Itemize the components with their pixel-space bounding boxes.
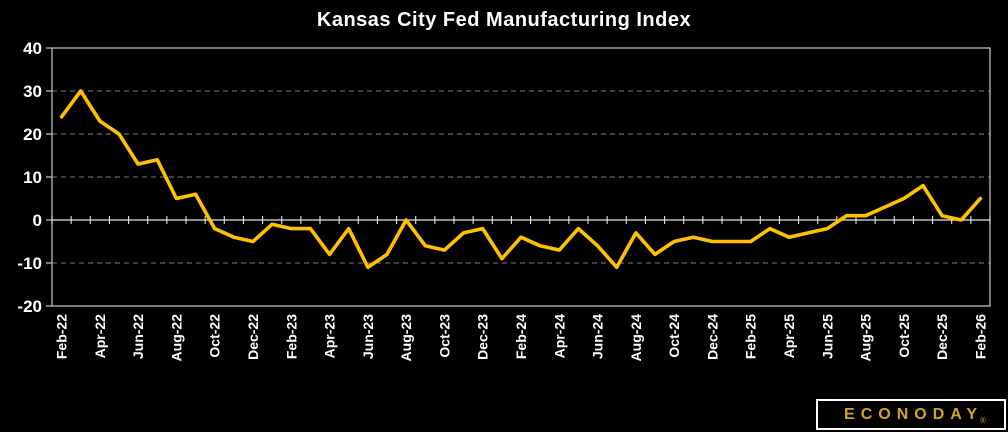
x-axis-label: Dec-24	[704, 314, 720, 360]
x-axis-label: Aug-25	[858, 314, 874, 362]
x-axis-label: Feb-23	[283, 314, 299, 359]
logo-text: ECONODAY	[844, 405, 984, 423]
y-axis-label: 30	[23, 82, 42, 101]
y-axis-label: 20	[23, 125, 42, 144]
x-axis-label: Jun-25	[819, 314, 835, 359]
econoday-logo: ECONODAY ®	[816, 399, 1006, 430]
x-axis-label: Oct-24	[666, 314, 682, 358]
x-axis-label: Apr-25	[781, 314, 797, 359]
x-axis-label: Jun-22	[130, 314, 146, 359]
chart-title: Kansas City Fed Manufacturing Index	[316, 9, 692, 31]
x-axis-label: Oct-23	[436, 314, 452, 358]
x-axis-label: Jun-23	[360, 314, 376, 359]
x-axis-label: Feb-22	[54, 314, 70, 359]
x-axis-label: Dec-25	[934, 314, 950, 360]
data-line-series	[59, 89, 983, 270]
y-axis-label: 10	[23, 168, 42, 187]
y-axis-label: 0	[33, 211, 42, 230]
registered-trademark-icon: ®	[980, 416, 986, 425]
x-axis-label: Apr-23	[322, 314, 338, 359]
y-axis-label: -10	[17, 254, 42, 273]
y-axis-label: 40	[23, 39, 42, 58]
x-axis-label: Oct-25	[896, 314, 912, 358]
x-axis-label: Feb-25	[743, 314, 759, 359]
x-axis-label: Dec-22	[245, 314, 261, 360]
x-axis-label: Oct-22	[207, 314, 223, 358]
x-axis-label: Feb-26	[972, 314, 988, 359]
x-axis-label: Jun-24	[590, 314, 606, 359]
x-axis-label: Dec-23	[475, 314, 491, 360]
x-axis-label: Aug-23	[398, 314, 414, 362]
x-axis-label: Aug-22	[168, 314, 184, 362]
x-axis-label: Aug-24	[628, 314, 644, 362]
x-axis-label: Feb-24	[513, 314, 529, 359]
y-axis-label: -20	[17, 297, 42, 316]
x-axis-label: Apr-22	[92, 314, 108, 359]
x-axis-label: Apr-24	[551, 314, 567, 359]
